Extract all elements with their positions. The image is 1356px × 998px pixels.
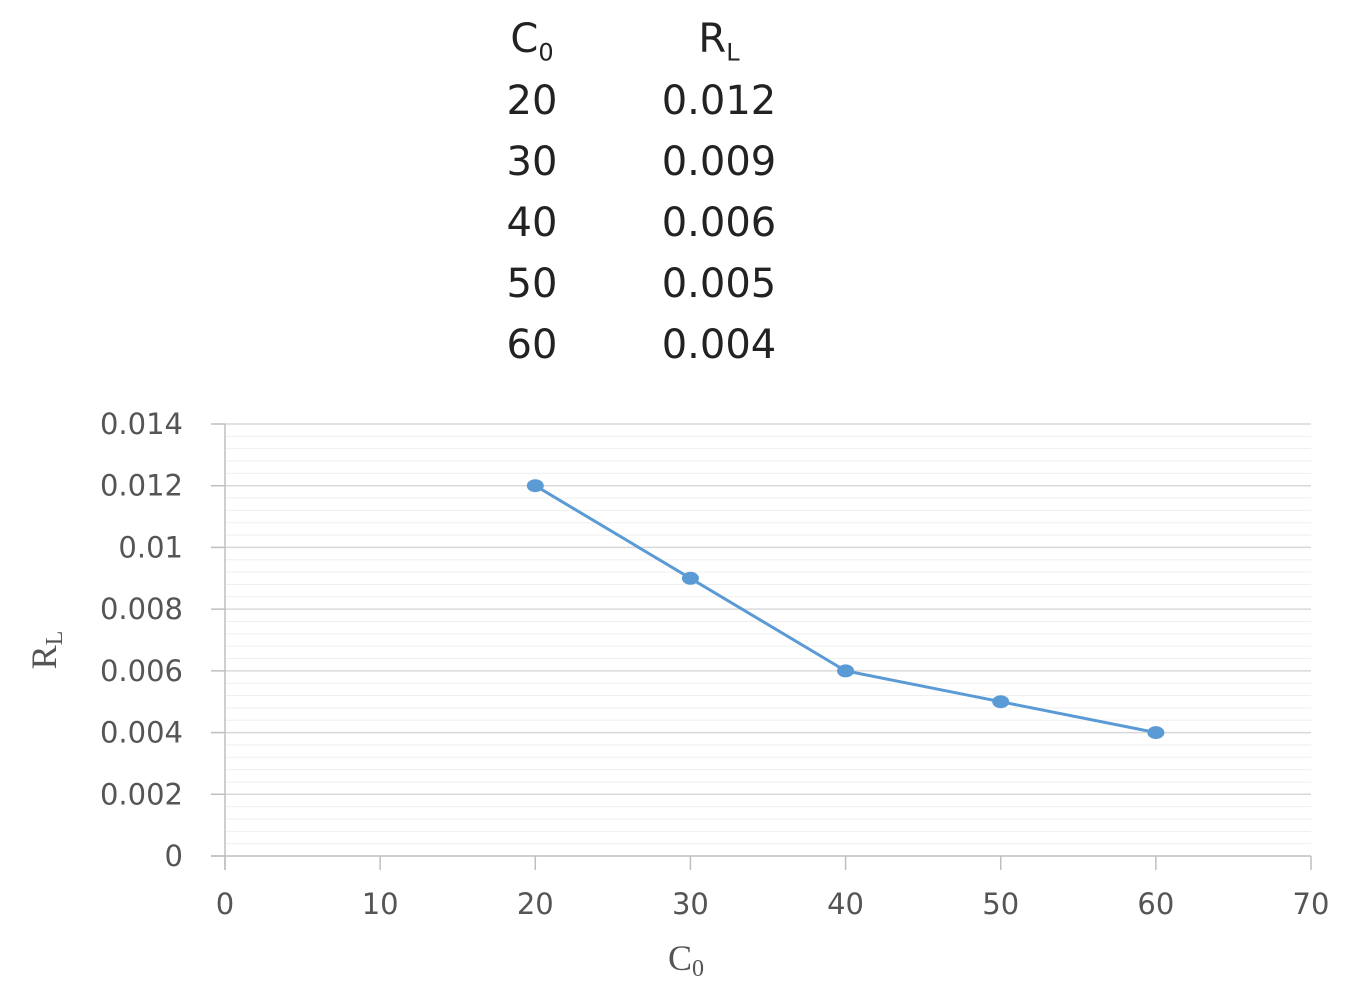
y-tick-label: 0.012: [100, 469, 183, 503]
header-c0: C0: [510, 16, 554, 67]
data-table: C0 RL 20 0.012 30 0.009 40 0.006 50 0.005 60…: [470, 8, 844, 375]
table-header-row: C0 RL: [470, 8, 844, 70]
data-point: [837, 664, 855, 678]
table-cell: 0.009: [661, 138, 777, 185]
x-axis-title: C0: [668, 938, 704, 982]
x-tick-label: 30: [672, 887, 709, 921]
data-point: [526, 479, 544, 493]
table-cell: 0.006: [661, 199, 777, 246]
table-row: 30 0.009: [470, 131, 844, 192]
y-tick-label: 0.008: [100, 592, 183, 626]
x-tick-label: 60: [1137, 887, 1174, 921]
major-grid: [225, 423, 1311, 796]
x-tick-label: 0: [216, 887, 234, 921]
y-tick-label: 0.004: [100, 716, 183, 750]
y-axis-title: RL: [24, 631, 68, 670]
table-cell: 60: [506, 321, 558, 368]
y-tick-label: 0.014: [100, 407, 183, 441]
axes: [211, 423, 1312, 870]
header-rl: RL: [698, 16, 740, 67]
y-tick-labels: 0 0.002 0.004 0.006 0.008 0.01 0.012 0.014: [100, 407, 183, 873]
table-cell: 30: [506, 138, 558, 185]
minor-grid: [225, 435, 1311, 845]
table-cell: 50: [506, 260, 558, 307]
data-point: [681, 571, 699, 585]
table-row: 60 0.004: [470, 314, 844, 375]
table-cell: 0.012: [661, 77, 777, 124]
data-point: [992, 695, 1010, 709]
y-tick-label: 0: [165, 839, 183, 873]
table-row: 20 0.012: [470, 70, 844, 131]
x-tick-label: 40: [827, 887, 864, 921]
y-tick-label: 0.002: [100, 777, 183, 811]
y-tick-label: 0.006: [100, 654, 183, 688]
table-cell: 40: [506, 199, 558, 246]
table-cell: 20: [506, 77, 558, 124]
x-tick-label: 20: [517, 887, 554, 921]
x-tick-label: 70: [1293, 887, 1330, 921]
data-points: [526, 479, 1165, 740]
y-tick-label: 0.01: [118, 530, 183, 564]
table-row: 50 0.005: [470, 253, 844, 314]
table-row: 40 0.006: [470, 192, 844, 253]
table-cell: 0.005: [661, 260, 777, 307]
x-tick-label: 10: [362, 887, 399, 921]
x-tick-labels: 0 10 20 30 40 50 60 70: [216, 887, 1330, 921]
data-point: [1147, 726, 1165, 740]
table-cell: 0.004: [661, 321, 777, 368]
x-tick-label: 50: [982, 887, 1019, 921]
